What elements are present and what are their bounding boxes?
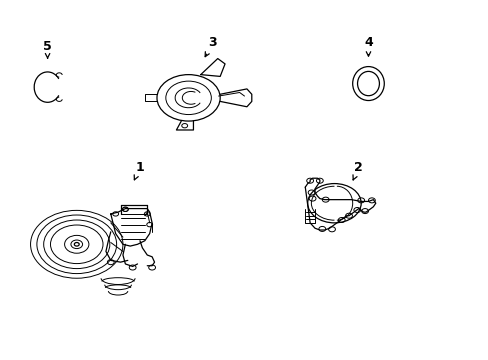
Text: 2: 2 bbox=[352, 161, 363, 180]
Text: 5: 5 bbox=[43, 40, 52, 58]
Text: 3: 3 bbox=[205, 36, 217, 57]
Text: 4: 4 bbox=[364, 36, 372, 56]
Text: 1: 1 bbox=[134, 161, 144, 180]
